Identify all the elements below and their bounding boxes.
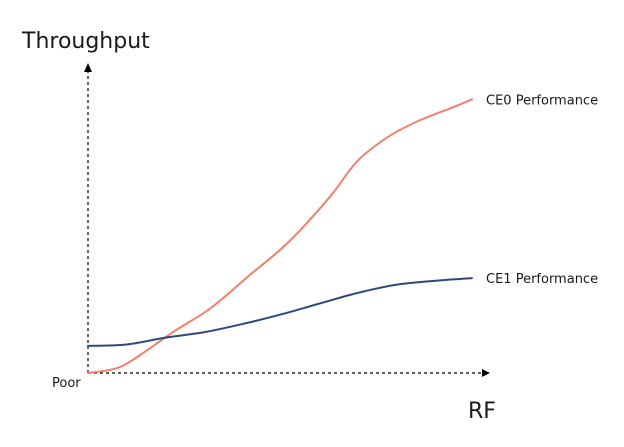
series-line-1 (87, 277, 473, 347)
series-label-1: CE1 Performance (486, 272, 598, 287)
origin-label: Poor (52, 376, 81, 391)
y-axis-title: Throughput (21, 29, 150, 54)
series-label-0: CE0 Performance (486, 93, 598, 108)
x-axis-title: RF (468, 399, 496, 424)
series-line-0 (87, 98, 473, 374)
series-layer: CE0 Performance CE1 Performance (87, 93, 598, 374)
y-axis-arrow-icon (84, 63, 92, 72)
x-axis-arrow-icon (482, 369, 490, 377)
